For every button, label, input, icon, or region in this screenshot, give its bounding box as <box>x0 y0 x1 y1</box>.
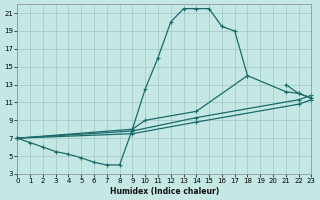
X-axis label: Humidex (Indice chaleur): Humidex (Indice chaleur) <box>110 187 219 196</box>
